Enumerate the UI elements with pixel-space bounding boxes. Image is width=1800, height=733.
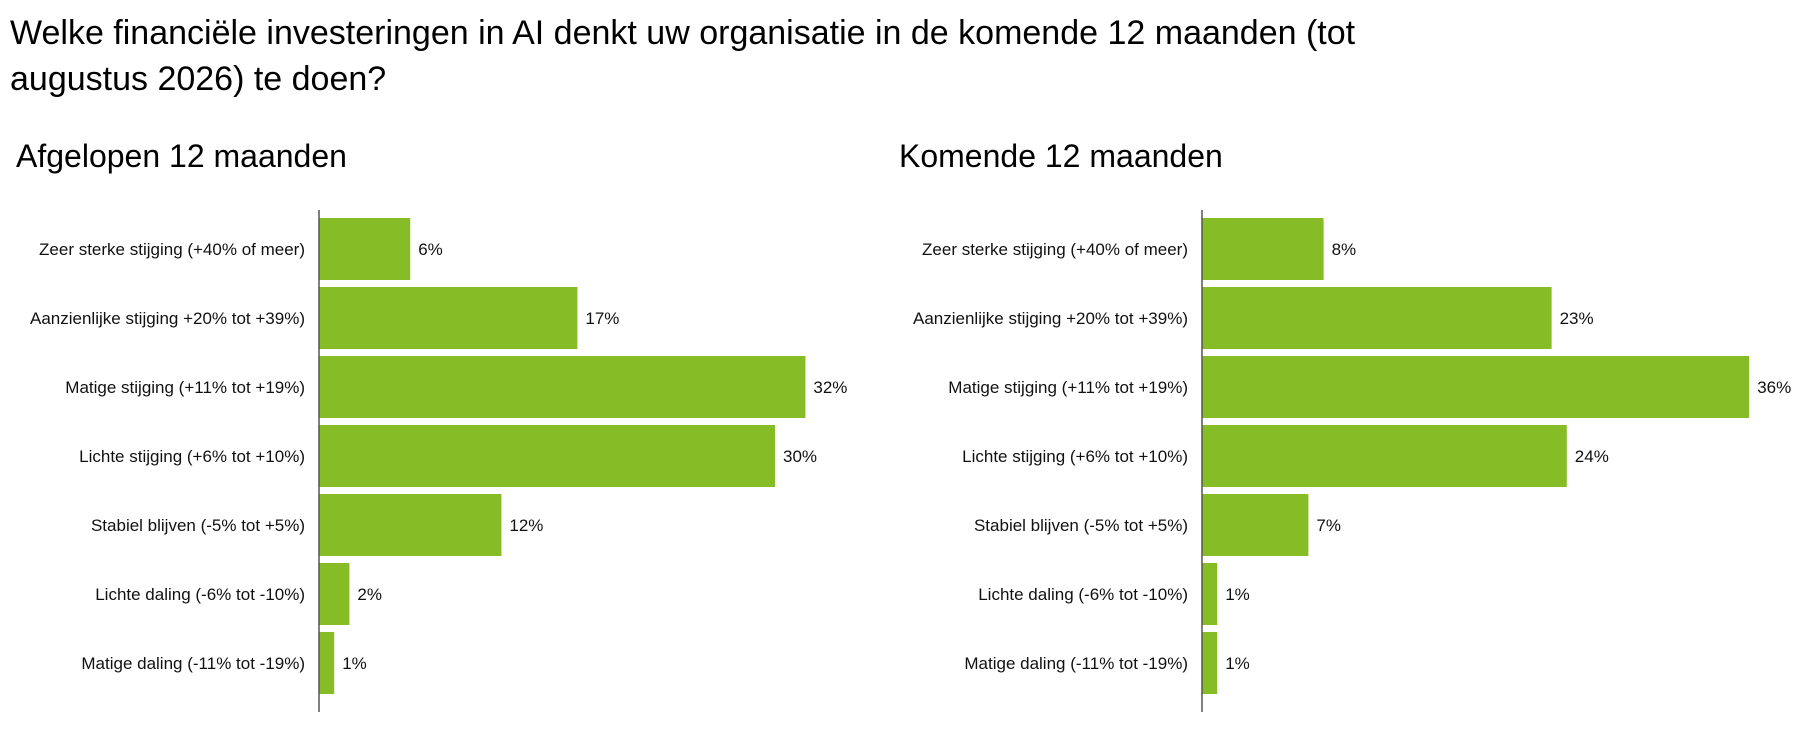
category-label: Stabiel blijven (-5% tot +5%): [974, 516, 1188, 535]
bar: [319, 218, 411, 280]
category-label: Lichte stijging (+6% tot +10%): [79, 447, 305, 466]
category-label: Zeer sterke stijging (+40% of meer): [39, 240, 305, 259]
bar: [319, 563, 350, 625]
category-label: Matige daling (-11% tot -19%): [964, 654, 1188, 673]
category-label: Matige stijging (+11% tot +19%): [65, 378, 305, 397]
data-label: 24%: [1575, 447, 1609, 466]
left-chart-title: Afgelopen 12 maanden: [16, 138, 347, 174]
data-label: 8%: [1332, 240, 1357, 259]
data-label: 36%: [1757, 378, 1791, 397]
chart-title: Welke financiële investeringen in AI den…: [10, 14, 1356, 98]
data-label: 32%: [813, 378, 847, 397]
category-label: Lichte daling (-6% tot -10%): [978, 585, 1188, 604]
bar: [1202, 563, 1218, 625]
bar: [319, 287, 578, 349]
data-label: 6%: [418, 240, 443, 259]
bar: [1202, 287, 1552, 349]
data-label: 30%: [783, 447, 817, 466]
right-chart-title: Komende 12 maanden: [899, 138, 1223, 174]
bar: [319, 632, 335, 694]
category-label: Lichte daling (-6% tot -10%): [95, 585, 305, 604]
category-label: Aanzienlijke stijging +20% tot +39%): [30, 309, 305, 328]
data-label: 2%: [357, 585, 382, 604]
data-label: 23%: [1560, 309, 1594, 328]
category-label: Stabiel blijven (-5% tot +5%): [91, 516, 305, 535]
category-label: Zeer sterke stijging (+40% of meer): [922, 240, 1188, 259]
data-label: 7%: [1316, 516, 1341, 535]
bar: [1202, 494, 1309, 556]
data-label: 17%: [585, 309, 619, 328]
category-label: Aanzienlijke stijging +20% tot +39%): [913, 309, 1188, 328]
bar: [319, 494, 502, 556]
data-label: 1%: [1225, 654, 1250, 673]
category-label: Lichte stijging (+6% tot +10%): [962, 447, 1188, 466]
bar: [1202, 356, 1750, 418]
category-label: Matige daling (-11% tot -19%): [81, 654, 305, 673]
bar: [1202, 218, 1324, 280]
category-label: Matige stijging (+11% tot +19%): [948, 378, 1188, 397]
data-label: 1%: [342, 654, 367, 673]
data-label: 1%: [1225, 585, 1250, 604]
bar: [319, 425, 775, 487]
bar: [319, 356, 806, 418]
bar: [1202, 632, 1218, 694]
bar: [1202, 425, 1567, 487]
data-label: 12%: [509, 516, 543, 535]
